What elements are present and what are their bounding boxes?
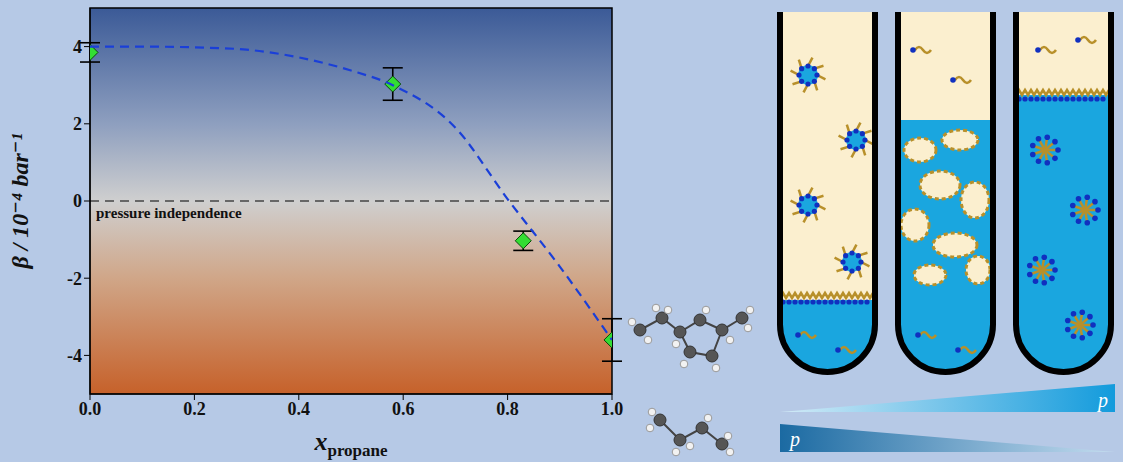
svg-text:0.6: 0.6	[392, 399, 415, 419]
svg-text:0.8: 0.8	[496, 399, 519, 419]
svg-text:xpropane: xpropane	[313, 427, 388, 460]
svg-text:0.0: 0.0	[79, 399, 102, 419]
svg-text:0: 0	[73, 191, 82, 211]
svg-text:4: 4	[73, 37, 82, 57]
svg-text:-2: -2	[67, 269, 82, 289]
svg-text:0.4: 0.4	[288, 399, 311, 419]
svg-text:p: p	[1096, 389, 1108, 412]
svg-text:2: 2	[73, 114, 82, 134]
svg-text:β / 10⁻⁴ bar⁻¹: β / 10⁻⁴ bar⁻¹	[7, 133, 33, 269]
svg-text:pressure independence: pressure independence	[96, 205, 242, 221]
svg-text:1.0: 1.0	[601, 399, 624, 419]
svg-text:-4: -4	[67, 346, 82, 366]
svg-text:0.2: 0.2	[183, 399, 206, 419]
svg-text:p: p	[788, 428, 800, 451]
